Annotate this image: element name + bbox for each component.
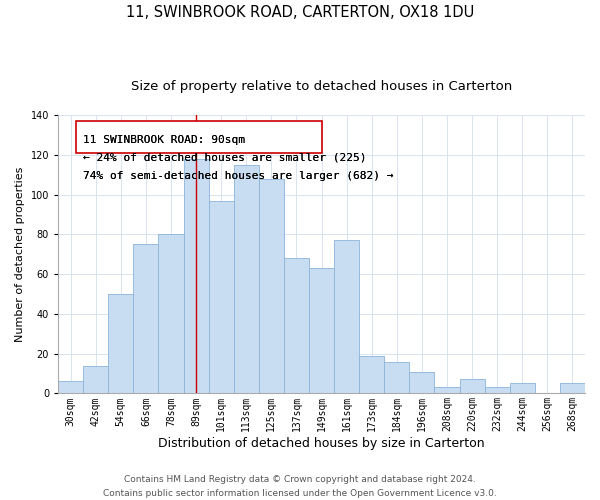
Bar	[434, 388, 460, 394]
Bar	[184, 159, 209, 394]
Bar	[158, 234, 184, 394]
Bar	[409, 372, 434, 394]
Bar	[384, 362, 409, 394]
Bar	[284, 258, 309, 394]
Bar	[58, 382, 83, 394]
Text: 74% of semi-detached houses are larger (682) →: 74% of semi-detached houses are larger (…	[83, 170, 394, 180]
Bar	[359, 356, 384, 394]
Bar	[133, 244, 158, 394]
Text: ← 24% of detached houses are smaller (225): ← 24% of detached houses are smaller (22…	[83, 153, 367, 163]
Bar	[259, 178, 284, 394]
Bar	[309, 268, 334, 394]
Bar	[510, 384, 535, 394]
Bar	[83, 366, 108, 394]
Y-axis label: Number of detached properties: Number of detached properties	[15, 166, 25, 342]
Bar	[460, 380, 485, 394]
Text: ← 24% of detached houses are smaller (225): ← 24% of detached houses are smaller (22…	[83, 153, 367, 163]
Bar	[560, 384, 585, 394]
Text: 11 SWINBROOK ROAD: 90sqm: 11 SWINBROOK ROAD: 90sqm	[83, 135, 245, 145]
Bar	[334, 240, 359, 394]
Title: Size of property relative to detached houses in Carterton: Size of property relative to detached ho…	[131, 80, 512, 93]
Text: 74% of semi-detached houses are larger (682) →: 74% of semi-detached houses are larger (…	[83, 170, 394, 180]
Bar	[108, 294, 133, 394]
Bar	[76, 121, 322, 153]
X-axis label: Distribution of detached houses by size in Carterton: Distribution of detached houses by size …	[158, 437, 485, 450]
Text: Contains HM Land Registry data © Crown copyright and database right 2024.
Contai: Contains HM Land Registry data © Crown c…	[103, 476, 497, 498]
Bar	[485, 388, 510, 394]
Text: 11 SWINBROOK ROAD: 90sqm: 11 SWINBROOK ROAD: 90sqm	[83, 135, 245, 145]
Bar	[234, 164, 259, 394]
Text: 11, SWINBROOK ROAD, CARTERTON, OX18 1DU: 11, SWINBROOK ROAD, CARTERTON, OX18 1DU	[126, 5, 474, 20]
Bar	[209, 200, 234, 394]
